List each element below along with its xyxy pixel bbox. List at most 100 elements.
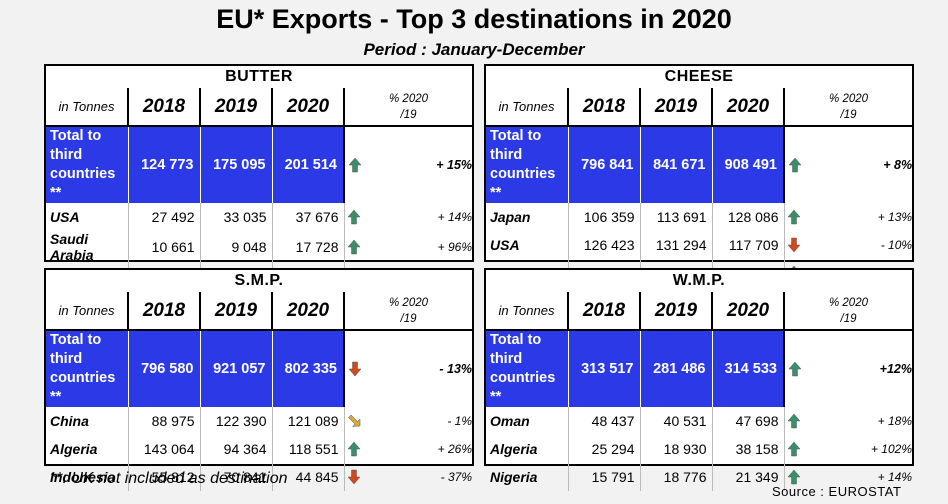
total-row: Total to third countries ** 796 580 921 057… [46, 329, 473, 407]
export-value: 70 841 [199, 463, 272, 491]
total-row: Total to third countries ** 313 517 281 486… [486, 329, 912, 407]
arrow-up-icon [347, 239, 361, 255]
export-value: 21 349 [711, 463, 784, 491]
unit-label: in Tonnes [58, 99, 115, 114]
table-row: Indonesia 55 812 70 841 44 845 - 37% [46, 463, 472, 491]
change-value: + 102% [870, 442, 912, 456]
trend-indicator [343, 435, 364, 463]
arrow-up-icon [787, 469, 801, 485]
arrow-up-icon [787, 157, 802, 173]
export-value: 55 812 [127, 463, 200, 491]
export-value: 18 776 [639, 463, 712, 491]
pct-change-header: % 2020/19 [782, 88, 913, 126]
change-value: + 14% [437, 210, 473, 224]
page-title: EU* Exports - Top 3 destinations in 2020 [216, 4, 732, 34]
footnote: **: UK not included as destination [50, 470, 288, 487]
year-header: 2019 [639, 292, 712, 330]
arrow-up-icon [347, 209, 361, 225]
country-name: USA [50, 209, 80, 225]
year-header: 2018 [567, 88, 640, 126]
change-value: + 26% [437, 442, 473, 456]
total-value: 796 580 [127, 329, 200, 407]
export-value: 47 698 [711, 407, 784, 435]
change-value: + 18% [877, 414, 912, 428]
export-value: 143 064 [127, 435, 200, 463]
total-row: Total to third countries ** 124 773 175 095… [46, 125, 473, 203]
total-label: Total to third countries ** [486, 125, 568, 203]
panel-wmp: W.M.P. in Tonnes 2018 2019 2020% 2020/19 Tota… [484, 268, 914, 491]
table-row: USA 27 492 33 035 37 676 + 14% [46, 203, 472, 231]
panel-smp: S.M.P. in Tonnes 2018 2019 2020% 2020/19 Tota… [44, 268, 474, 491]
period-subtitle: Period : January-December [363, 40, 585, 59]
total-change: + 15% [364, 125, 473, 203]
country-name: China [50, 413, 89, 429]
total-value: 841 671 [639, 125, 712, 203]
trend-indicator [343, 125, 364, 203]
table-row: Algeria 25 294 18 930 38 158 + 102% [486, 435, 912, 463]
export-value: 38 158 [711, 435, 784, 463]
export-value: 126 423 [567, 231, 640, 259]
export-value: 17 728 [271, 231, 344, 263]
year-header: 2020 [711, 88, 784, 126]
year-header: 2019 [199, 292, 272, 330]
panel-butter: BUTTER in Tonnes 2018 2019 2020% 2020/19 Tota… [44, 64, 474, 291]
export-value: 122 390 [199, 407, 272, 435]
arrow-up-icon [787, 413, 801, 429]
table-row: USA 126 423 131 294 117 709 - 10% [486, 231, 912, 259]
panel-title: CHEESE [664, 68, 734, 85]
arrow-up-icon [347, 157, 362, 173]
trend-indicator [343, 329, 364, 407]
trend-indicator [783, 203, 804, 231]
trend-indicator [783, 231, 804, 259]
arrow-up-icon [787, 209, 801, 225]
arrow-down-icon [347, 469, 361, 485]
country-name: Algeria [490, 441, 538, 457]
year-header: 2020 [271, 292, 344, 330]
export-value: 25 294 [567, 435, 640, 463]
panel-cheese: CHEESE in Tonnes 2018 2019 2020% 2020/19 Tota… [484, 64, 914, 287]
year-header: 2018 [127, 292, 200, 330]
total-value: 802 335 [271, 329, 344, 407]
total-value: 796 841 [567, 125, 640, 203]
total-value: 175 095 [199, 125, 272, 203]
year-header: 2020 [271, 88, 344, 126]
arrow-down-right-icon [348, 414, 361, 427]
unit-label: in Tonnes [498, 303, 555, 318]
country-name: Algeria [50, 441, 98, 457]
export-value: 44 845 [271, 463, 344, 491]
pct-change-header: % 2020/19 [342, 292, 473, 330]
export-value: 37 676 [271, 203, 344, 231]
export-value: 106 359 [567, 203, 640, 231]
panel-title: W.M.P. [672, 272, 726, 289]
total-value: 124 773 [127, 125, 200, 203]
export-value: 118 551 [271, 435, 344, 463]
country-name: Japan [490, 209, 531, 225]
unit-label: in Tonnes [498, 99, 555, 114]
country-name: Oman [490, 413, 530, 429]
panel-title: BUTTER [225, 68, 293, 85]
export-value: 128 086 [711, 203, 784, 231]
change-value: - 10% [880, 238, 913, 252]
export-value: 18 930 [639, 435, 712, 463]
table-row: Saudi Arabia 10 661 9 048 17 728 + 96% [46, 231, 472, 263]
arrow-up-icon [787, 441, 801, 457]
trend-indicator [343, 407, 364, 435]
export-value: 40 531 [639, 407, 712, 435]
change-value: + 96% [437, 240, 473, 254]
panel-title: S.M.P. [234, 272, 284, 289]
total-value: 313 517 [567, 329, 640, 407]
change-value: - 37% [440, 470, 473, 484]
unit-label: in Tonnes [58, 303, 115, 318]
total-change: +12% [804, 329, 912, 407]
export-value: 9 048 [199, 231, 272, 263]
pct-change-header: % 2020/19 [342, 88, 473, 126]
source-note: Source : EUROSTAT [772, 484, 902, 499]
pct-change-header: % 2020/19 [783, 292, 912, 330]
export-value: 48 437 [567, 407, 640, 435]
table-row: Japan 106 359 113 691 128 086 + 13% [486, 203, 912, 231]
year-header: 2018 [127, 88, 200, 126]
arrow-up-icon [347, 441, 361, 457]
change-value: - 1% [447, 414, 473, 428]
total-value: 201 514 [271, 125, 344, 203]
export-value: 131 294 [639, 231, 712, 259]
